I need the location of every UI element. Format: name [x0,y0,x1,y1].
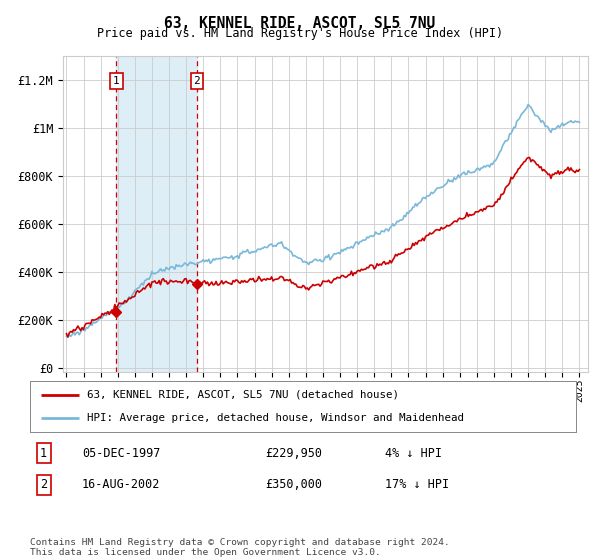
Text: 2: 2 [193,76,200,86]
Text: £350,000: £350,000 [265,478,322,491]
Text: 1: 1 [40,447,47,460]
Text: £229,950: £229,950 [265,447,322,460]
Bar [116,56,197,372]
Text: 16-AUG-2002: 16-AUG-2002 [82,478,160,491]
Text: 05-DEC-1997: 05-DEC-1997 [82,447,160,460]
Text: Price paid vs. HM Land Registry's House Price Index (HPI): Price paid vs. HM Land Registry's House … [97,27,503,40]
Text: Contains HM Land Registry data © Crown copyright and database right 2024.
This d: Contains HM Land Registry data © Crown c… [30,538,450,557]
Text: 17% ↓ HPI: 17% ↓ HPI [385,478,449,491]
Text: 1: 1 [113,76,120,86]
Text: 63, KENNEL RIDE, ASCOT, SL5 7NU: 63, KENNEL RIDE, ASCOT, SL5 7NU [164,16,436,31]
Text: 2: 2 [40,478,47,491]
Text: 4% ↓ HPI: 4% ↓ HPI [385,447,442,460]
Text: HPI: Average price, detached house, Windsor and Maidenhead: HPI: Average price, detached house, Wind… [88,413,464,423]
Text: 63, KENNEL RIDE, ASCOT, SL5 7NU (detached house): 63, KENNEL RIDE, ASCOT, SL5 7NU (detache… [88,390,400,400]
